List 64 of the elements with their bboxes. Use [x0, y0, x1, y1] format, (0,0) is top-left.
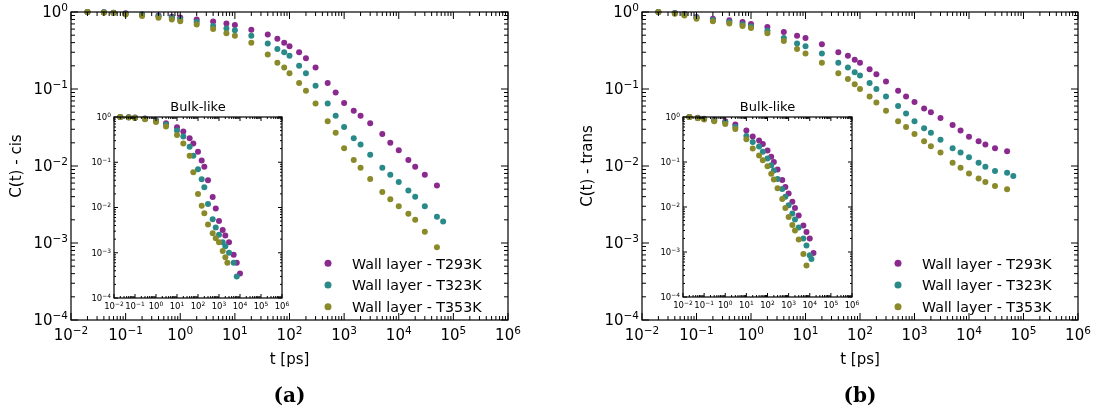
x-tick-label: 10$^{2}$ — [847, 324, 873, 345]
y-tick-label: 10$^{−2}$ — [91, 200, 112, 213]
x-tick-label: 10$^{3}$ — [331, 324, 358, 345]
x-axis-title: t [ps] — [840, 349, 880, 368]
x-tick-label: 10$^{4}$ — [232, 299, 248, 312]
legend-label: Wall layer - T293K — [922, 255, 1053, 272]
legend-label: Wall layer - T353K — [922, 299, 1053, 315]
y-tick-label: 10$^{−3}$ — [91, 246, 112, 258]
x-tick-label: 10$^{4}$ — [956, 324, 983, 345]
y-tick-label: 10$^{−2}$ — [33, 155, 68, 176]
x-tick-label: 10$^{2}$ — [190, 299, 206, 312]
y-axis-title: C(t) - cis — [7, 134, 25, 198]
chart-title: Bulk-like — [170, 99, 226, 114]
x-tick-label: 10$^{6}$ — [274, 299, 290, 312]
x-tick-label: 10$^{1}$ — [739, 298, 754, 311]
chart-title: Bulk-like — [739, 99, 796, 114]
x-tick-label: 10$^{6}$ — [844, 298, 860, 311]
x-tick-label: 10$^{6}$ — [495, 324, 522, 345]
x-tick-label: 10$^{3}$ — [781, 298, 797, 311]
x-tick-label: 10$^{−2}$ — [53, 324, 89, 345]
x-tick-label: 10$^{−1}$ — [679, 324, 714, 345]
x-tick-label: 10$^{1}$ — [221, 324, 248, 345]
x-tick-label: 10$^{1}$ — [169, 299, 185, 312]
text: (b) — [843, 383, 877, 407]
y-tick-label: 10$^{0}$ — [613, 1, 639, 22]
x-tick-label: 10$^{4}$ — [802, 298, 818, 311]
y-tick-label: 10$^{−1}$ — [91, 155, 112, 168]
y-tick-label: 10$^{0}$ — [665, 110, 681, 122]
x-tick-label: 10$^{2}$ — [760, 298, 776, 311]
legend-label: Wall layer - T323K — [352, 277, 483, 294]
y-tick-label: 10$^{0}$ — [42, 1, 68, 22]
y-tick-label: 10$^{−1}$ — [660, 155, 681, 167]
x-tick-label: 10$^{0}$ — [738, 324, 764, 345]
x-tick-label: 10$^{4}$ — [385, 324, 412, 345]
x-tick-label: 10$^{−1}$ — [108, 324, 143, 345]
x-tick-label: 10$^{5}$ — [1010, 324, 1037, 345]
x-tick-label: 10$^{0}$ — [148, 299, 164, 312]
legend-label: Wall layer - T323K — [922, 277, 1053, 294]
x-tick-label: 10$^{−2}$ — [624, 324, 660, 345]
x-tick-label: 10$^{0}$ — [717, 298, 733, 311]
x-axis-title: t [ps] — [269, 349, 310, 368]
y-tick-label: 10$^{−1}$ — [604, 78, 639, 99]
x-tick-label: 10$^{2}$ — [276, 324, 303, 345]
x-tick-label: 10$^{5}$ — [440, 324, 467, 345]
text: (a) — [273, 383, 306, 407]
y-tick-label: 10$^{−2}$ — [604, 155, 639, 176]
x-tick-label: 10$^{5}$ — [253, 299, 269, 312]
x-tick-label: 10$^{3}$ — [211, 299, 227, 312]
y-tick-label: 10$^{−3}$ — [33, 232, 68, 253]
x-tick-label: 10$^{−1}$ — [125, 299, 146, 312]
y-tick-label: 10$^{−3}$ — [660, 245, 681, 257]
x-tick-label: 10$^{3}$ — [901, 324, 928, 345]
legend-label: Wall layer - T293K — [352, 255, 483, 272]
y-axis-title: C(t) - trans — [578, 125, 596, 207]
y-tick-label: 10$^{0}$ — [96, 110, 112, 122]
y-tick-label: 10$^{−2}$ — [660, 200, 681, 212]
x-tick-label: 10$^{0}$ — [167, 324, 194, 345]
y-tick-label: 10$^{−3}$ — [604, 232, 639, 253]
legend-label: Wall layer - T353K — [352, 299, 483, 315]
x-tick-label: 10$^{6}$ — [1065, 324, 1092, 345]
x-tick-label: 10$^{5}$ — [823, 298, 839, 311]
y-tick-label: 10$^{−1}$ — [33, 78, 68, 99]
x-tick-label: 10$^{−1}$ — [694, 298, 715, 311]
x-tick-label: 10$^{1}$ — [792, 324, 819, 345]
